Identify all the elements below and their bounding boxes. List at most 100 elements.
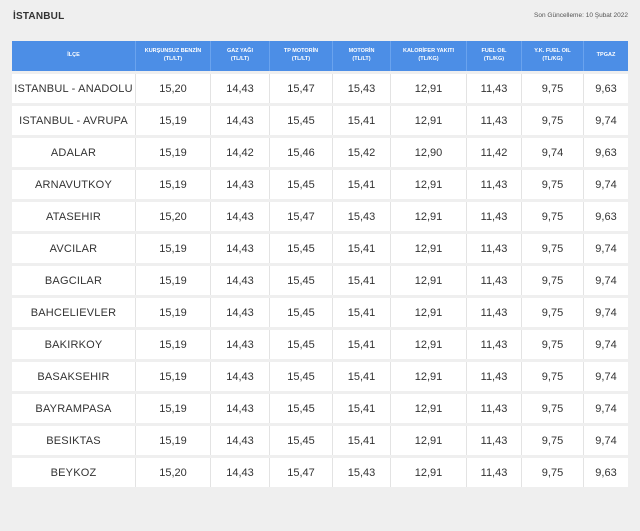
- column-header: FUEL OIL (TL/KG): [467, 41, 522, 71]
- price-cell: 15,20: [136, 74, 211, 103]
- table-body: ISTANBUL - ANADOLU 15,20 14,43 15,47 15,43 12…: [12, 74, 628, 487]
- district-cell: AVCILAR: [12, 234, 136, 263]
- price-cell: 12,91: [391, 170, 467, 199]
- price-cell: 15,47: [270, 202, 333, 231]
- price-cell: 9,75: [522, 298, 584, 327]
- price-cell: 12,91: [391, 426, 467, 455]
- district-cell: ADALAR: [12, 138, 136, 167]
- price-cell: 9,75: [522, 394, 584, 423]
- column-header-unit: (TL/LT): [352, 56, 371, 62]
- last-updated-text: Son Güncelleme: 10 Şubat 2022: [534, 12, 628, 19]
- table-row: ATASEHIR 15,20 14,43 15,47 15,43 12,91 11,43 9,…: [12, 202, 628, 231]
- table-row: BAYRAMPASA 15,19 14,43 15,45 15,41 12,91 11,43…: [12, 394, 628, 423]
- table-row: BASAKSEHIR 15,19 14,43 15,45 15,41 12,91 11,43…: [12, 362, 628, 391]
- price-cell: 15,43: [333, 202, 391, 231]
- price-cell: 14,43: [211, 202, 270, 231]
- price-cell: 9,75: [522, 170, 584, 199]
- column-header: Y.K. FUEL OIL (TL/KG): [522, 41, 584, 71]
- column-header-label: İLÇE: [67, 52, 80, 59]
- column-header-label: TPGAZ: [596, 52, 616, 59]
- price-cell: 9,75: [522, 74, 584, 103]
- price-cell: 12,91: [391, 202, 467, 231]
- price-cell: 15,19: [136, 266, 211, 295]
- column-header-label: KALORİFER YAKITI: [402, 48, 455, 55]
- price-cell: 12,91: [391, 330, 467, 359]
- price-cell: 9,75: [522, 234, 584, 263]
- price-cell: 14,43: [211, 426, 270, 455]
- price-cell: 15,41: [333, 330, 391, 359]
- column-header-unit: (TL/KG): [418, 56, 439, 62]
- price-cell: 15,45: [270, 170, 333, 199]
- column-header-label: GAZ YAĞI: [227, 48, 253, 55]
- price-cell: 11,42: [467, 138, 522, 167]
- price-cell: 15,43: [333, 74, 391, 103]
- table-row: ADALAR 15,19 14,42 15,46 15,42 12,90 11,42 9,74…: [12, 138, 628, 167]
- price-cell: 9,63: [584, 202, 628, 231]
- column-header: KURŞUNSUZ BENZİN (TL/LT): [136, 41, 211, 71]
- column-header: TPGAZ: [584, 41, 628, 71]
- price-cell: 14,43: [211, 266, 270, 295]
- price-cell: 11,43: [467, 202, 522, 231]
- table-row: BESIKTAS 15,19 14,43 15,45 15,41 12,91 11,43 9,…: [12, 426, 628, 455]
- price-cell: 9,75: [522, 330, 584, 359]
- price-cell: 9,75: [522, 202, 584, 231]
- column-header-unit: (TL/KG): [483, 56, 505, 62]
- column-header-label: KURŞUNSUZ BENZİN: [144, 48, 202, 55]
- price-cell: 15,19: [136, 106, 211, 135]
- price-cell: 9,74: [522, 138, 584, 167]
- column-header-unit: (TL/KG): [542, 56, 563, 62]
- price-cell: 15,19: [136, 330, 211, 359]
- price-cell: 11,43: [467, 330, 522, 359]
- price-cell: 11,43: [467, 394, 522, 423]
- column-header-unit: (TL/LT): [163, 56, 183, 62]
- price-cell: 14,43: [211, 170, 270, 199]
- price-cell: 11,43: [467, 298, 522, 327]
- table-row: ISTANBUL - AVRUPA 15,19 14,43 15,45 15,41 12,…: [12, 106, 628, 135]
- column-header-unit: (TL/LT): [291, 56, 311, 62]
- price-cell: 9,74: [584, 394, 628, 423]
- table-row: BAGCILAR 15,19 14,43 15,45 15,41 12,91 11,43 9,…: [12, 266, 628, 295]
- price-cell: 9,75: [522, 426, 584, 455]
- price-cell: 14,43: [211, 458, 270, 487]
- price-cell: 14,43: [211, 362, 270, 391]
- price-cell: 15,41: [333, 394, 391, 423]
- price-cell: 15,19: [136, 394, 211, 423]
- price-cell: 11,43: [467, 426, 522, 455]
- district-cell: BAGCILAR: [12, 266, 136, 295]
- table-row: BEYKOZ 15,20 14,43 15,47 15,43 12,91 11,43 9,75…: [12, 458, 628, 487]
- district-cell: ATASEHIR: [12, 202, 136, 231]
- page-header: İSTANBUL Son Güncelleme: 10 Şubat 2022: [0, 0, 640, 36]
- price-cell: 15,45: [270, 266, 333, 295]
- column-header: KALORİFER YAKITI (TL/KG): [391, 41, 467, 71]
- price-cell: 15,45: [270, 106, 333, 135]
- column-header-unit: (TL/LT): [230, 56, 250, 62]
- price-cell: 14,43: [211, 234, 270, 263]
- column-header-label: TP MOTORİN: [283, 48, 319, 55]
- price-cell: 11,43: [467, 234, 522, 263]
- column-header-label: Y.K. FUEL OIL: [534, 48, 571, 55]
- price-cell: 11,43: [467, 266, 522, 295]
- price-cell: 9,74: [584, 362, 628, 391]
- price-cell: 12,91: [391, 458, 467, 487]
- price-cell: 15,45: [270, 298, 333, 327]
- price-cell: 15,41: [333, 234, 391, 263]
- district-cell: BAHCELIEVLER: [12, 298, 136, 327]
- table-row: ISTANBUL - ANADOLU 15,20 14,43 15,47 15,43 12…: [12, 74, 628, 103]
- price-cell: 14,43: [211, 106, 270, 135]
- price-cell: 15,41: [333, 170, 391, 199]
- district-cell: BAYRAMPASA: [12, 394, 136, 423]
- price-cell: 12,91: [391, 266, 467, 295]
- price-cell: 15,43: [333, 458, 391, 487]
- price-cell: 9,74: [584, 330, 628, 359]
- column-header: TP MOTORİN (TL/LT): [270, 41, 333, 71]
- price-cell: 9,63: [584, 138, 628, 167]
- price-cell: 15,41: [333, 426, 391, 455]
- price-cell: 15,41: [333, 362, 391, 391]
- price-cell: 12,91: [391, 298, 467, 327]
- price-cell: 15,45: [270, 426, 333, 455]
- price-cell: 15,41: [333, 266, 391, 295]
- column-header: GAZ YAĞI (TL/LT): [211, 41, 270, 71]
- price-cell: 9,75: [522, 458, 584, 487]
- price-cell: 11,43: [467, 106, 522, 135]
- price-cell: 15,45: [270, 234, 333, 263]
